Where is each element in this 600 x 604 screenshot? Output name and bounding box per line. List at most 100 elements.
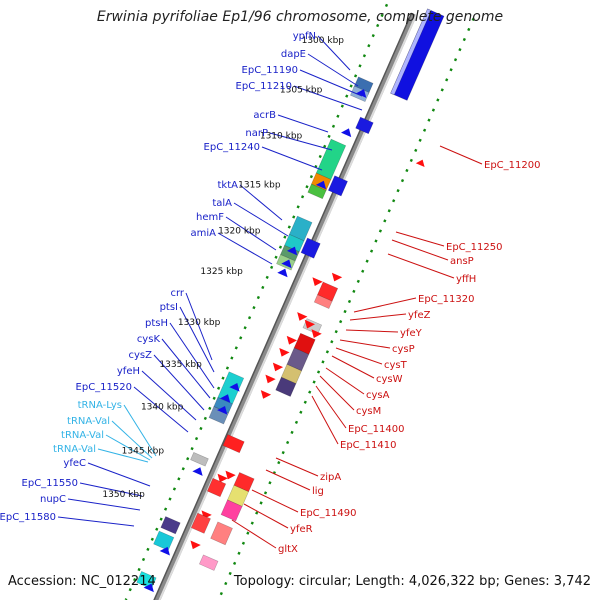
scale-label: 1300 kbp (302, 36, 345, 46)
gene-label: zipA (320, 472, 341, 483)
leader-line (345, 329, 399, 333)
leader-line (299, 69, 363, 97)
gene-arrow (217, 406, 228, 415)
gene-label: hemF (196, 212, 224, 223)
gene-label: tRNA-Val (53, 444, 96, 455)
gene-label: yfeY (400, 328, 423, 339)
scale-label: 1325 kbp (200, 267, 243, 277)
gene-block (315, 138, 347, 180)
gene-label: EpC_11250 (446, 242, 502, 253)
leader-line (387, 253, 455, 279)
gene-label: yffH (456, 274, 476, 285)
leader-line (111, 420, 153, 459)
gene-arrow (260, 390, 272, 399)
gene-label: cysT (384, 360, 408, 371)
gene-block (198, 554, 219, 571)
leader-line (265, 469, 311, 491)
gene-block (190, 512, 211, 534)
gene-label: crr (170, 288, 184, 299)
feature-layer (136, 8, 445, 593)
leader-line (161, 338, 211, 399)
gene-label: gltX (278, 544, 298, 555)
gene-label: tRNA-Val (67, 416, 110, 427)
gene-label: ptsH (145, 318, 168, 329)
leader-line (217, 232, 273, 265)
gene-arrow (265, 374, 276, 384)
gene-arrow (190, 540, 201, 550)
leader-line (269, 132, 333, 151)
gene-label: EpC_11580 (0, 512, 56, 523)
gene-arrow (340, 128, 352, 138)
gene-block (190, 451, 209, 467)
leader-line (243, 503, 289, 529)
tick-layer (124, 0, 475, 604)
map-title: Erwinia pyrifoliae Ep1/96 chromosome, co… (96, 9, 504, 25)
gene-label: cysK (137, 334, 161, 345)
gene-block (300, 237, 321, 259)
accession-text: Accession: NC_012214 (8, 574, 156, 589)
gene-label: EpC_11520 (76, 382, 132, 393)
leader-line-layer (57, 35, 483, 549)
gene-arrow (311, 329, 322, 338)
leader-line (57, 516, 135, 527)
leader-line (277, 114, 329, 133)
gene-label: tktA (218, 180, 239, 191)
gene-label: EpC_11200 (484, 160, 540, 171)
gene-label: cysP (392, 344, 415, 355)
scale-label: 1330 kbp (178, 318, 221, 328)
gene-arrow (286, 246, 298, 256)
gene-arrow (225, 470, 236, 480)
gene-block (275, 376, 297, 397)
leader-line (251, 489, 299, 513)
gene-arrow (415, 159, 425, 168)
backbone-line (151, 12, 413, 604)
label-layer: 1300 kbp 1305 kbp 1310 kbp 1315 kbp 1320 kbp… (0, 31, 540, 555)
gene-label: EpC_11190 (242, 65, 298, 76)
gene-label: yfeC (63, 458, 86, 469)
gene-block (210, 521, 233, 546)
scale-label: 1345 kbp (122, 446, 165, 456)
scale-label: 1340 kbp (141, 402, 184, 412)
leader-line (67, 498, 141, 511)
gene-label: EpC_11410 (340, 440, 396, 451)
leader-line (97, 448, 149, 463)
backbone-band (152, 12, 418, 604)
leader-line (315, 385, 347, 429)
gene-block (307, 183, 327, 200)
leader-line (391, 239, 449, 261)
gene-block (327, 175, 348, 197)
gene-arrow (281, 259, 292, 269)
gene-label: cysA (366, 390, 390, 401)
gene-block (311, 172, 332, 191)
gene-label: yfeR (290, 524, 313, 535)
leader-line (79, 482, 143, 497)
gene-block (286, 347, 310, 372)
gene-label: yfeH (117, 366, 140, 377)
gene-arrow (277, 268, 288, 278)
gene-label: cysM (356, 406, 381, 417)
genome-summary-text: Topology: circular; Length: 4,026,322 bp… (233, 574, 591, 589)
gene-block (293, 332, 316, 355)
scale-label: 1320 kbp (218, 226, 261, 236)
leader-line (179, 306, 215, 373)
scale-label: 1315 kbp (238, 181, 281, 191)
leader-line (87, 462, 151, 487)
leader-line (133, 386, 189, 433)
gene-label: cysW (376, 374, 403, 385)
leader-line (185, 292, 213, 361)
gene-block (160, 516, 181, 535)
gene-label: EpC_11550 (22, 478, 78, 489)
gene-label: ypfN (293, 31, 316, 42)
leader-line (349, 313, 407, 321)
gene-block (288, 215, 313, 242)
gene-highlight (390, 8, 432, 96)
leader-line (353, 297, 417, 313)
gene-label: cysZ (129, 350, 153, 361)
leader-line (105, 434, 151, 461)
gene-arrow (159, 546, 170, 556)
gene-arrow (331, 272, 343, 282)
leader-line (325, 367, 365, 395)
gene-label: ansP (450, 256, 474, 267)
gene-label: narP (245, 128, 268, 139)
leader-line (275, 457, 319, 477)
